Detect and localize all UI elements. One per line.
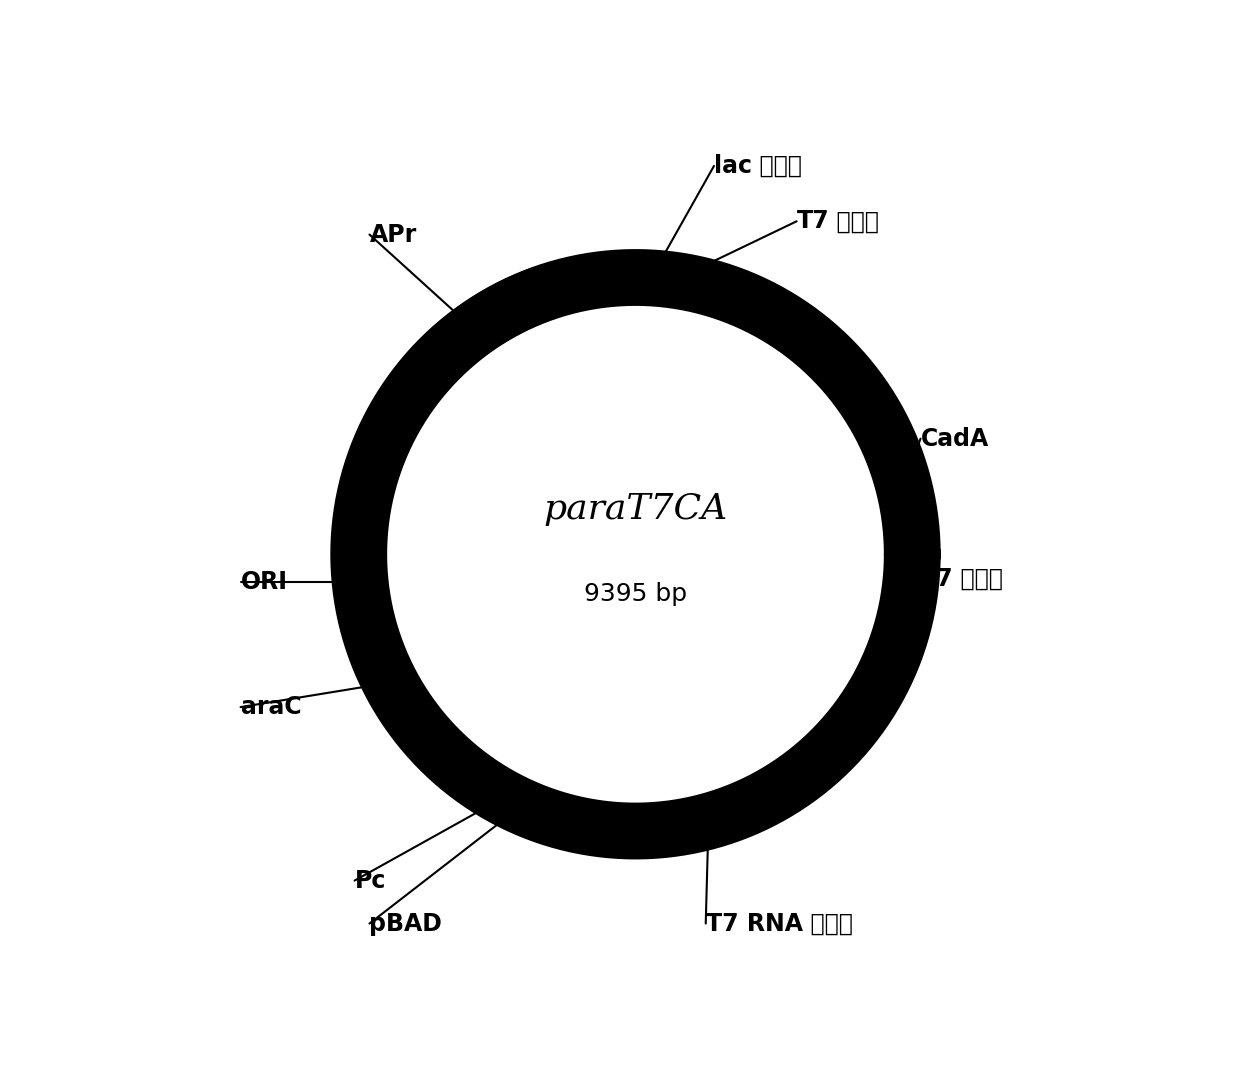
Text: 启动子: 启动子 <box>830 209 879 233</box>
Text: pBAD: pBAD <box>370 912 443 936</box>
Text: T7 RNA: T7 RNA <box>706 912 802 936</box>
Polygon shape <box>403 265 558 394</box>
Text: T7: T7 <box>920 567 954 591</box>
Text: 终止子: 终止子 <box>954 567 1003 591</box>
Text: T7: T7 <box>796 209 830 233</box>
Polygon shape <box>874 447 919 497</box>
Text: APr: APr <box>370 222 417 247</box>
Text: 操作子: 操作子 <box>751 153 802 178</box>
Text: 聚合酶: 聚合酶 <box>802 912 853 936</box>
Text: ORI: ORI <box>241 570 288 593</box>
Text: CadA: CadA <box>920 427 988 451</box>
Polygon shape <box>339 599 382 649</box>
Text: 9395 bp: 9395 bp <box>584 582 687 606</box>
Text: paraT7CA: paraT7CA <box>543 491 728 526</box>
Text: lac: lac <box>714 153 751 178</box>
Text: Pc: Pc <box>355 869 386 893</box>
Text: araC: araC <box>241 695 301 719</box>
Polygon shape <box>660 803 707 849</box>
